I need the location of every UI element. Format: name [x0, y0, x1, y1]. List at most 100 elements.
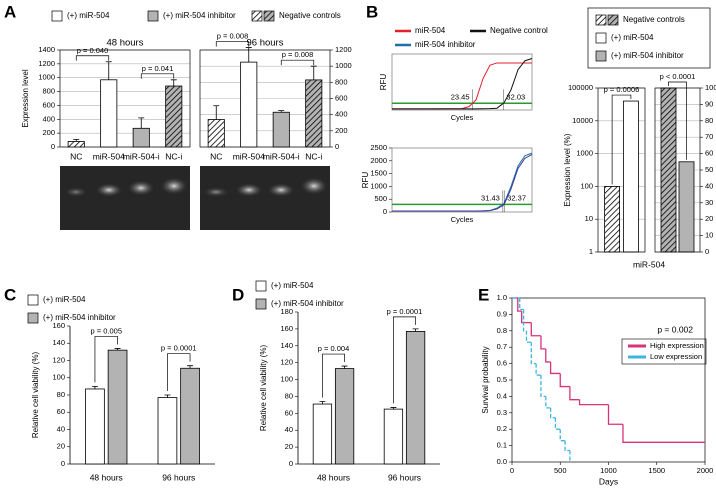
significance-bracket	[75, 55, 110, 61]
error-bar	[319, 401, 326, 405]
y-tick-label: 200	[335, 126, 348, 135]
survival-step	[525, 330, 532, 343]
amplification-curve	[392, 153, 533, 212]
significance-bracket	[140, 73, 175, 79]
y-axis-label: Expression level	[21, 69, 30, 127]
gel-image	[200, 166, 330, 230]
bar	[100, 79, 118, 148]
amplification-curve	[392, 58, 533, 110]
x-tick-label: 96 hours	[162, 472, 195, 482]
y-tick-label: 60	[285, 408, 293, 417]
x-tick-label: 48 hours	[317, 472, 350, 482]
y-tick-label: 1.0	[497, 293, 507, 302]
legend-swatch	[595, 14, 607, 26]
bar	[272, 111, 290, 148]
legend-swatch	[251, 10, 263, 22]
y-tick-label: 1200	[38, 59, 55, 68]
legend-swatch	[255, 280, 267, 292]
y-tick-label: 600	[42, 100, 55, 109]
survival-step	[545, 348, 551, 363]
y-tick-label: 0.9	[497, 309, 507, 318]
p-value: p = 0.0001	[161, 344, 197, 353]
bar	[383, 408, 404, 465]
y-tick-label: 60	[57, 407, 65, 416]
legend-swatch	[27, 294, 39, 306]
significance-bracket	[215, 41, 250, 47]
p-value: p = 0.008	[217, 32, 249, 41]
legend-label: (+) miR-504 inhibitor	[163, 11, 236, 20]
significance-bracket	[393, 316, 416, 404]
y-tick-label: 160	[52, 321, 65, 330]
p-value: p = 0.004	[318, 344, 350, 353]
legend-label: Low expression	[650, 352, 702, 361]
bar	[604, 185, 620, 253]
plot-frame	[654, 87, 701, 253]
y-tick-label: 0.6	[497, 359, 507, 368]
p-value: p < 0.0001	[660, 72, 696, 81]
y-tick-label: 0	[705, 247, 709, 256]
y-tick-label: 100	[280, 375, 293, 384]
legend-frame	[621, 338, 707, 365]
y-tick-label: 0.1	[497, 441, 507, 450]
y-tick-label: 0	[383, 207, 387, 216]
y-tick-label: 40	[285, 425, 293, 434]
y-tick-label: 100	[705, 83, 716, 92]
error-bar	[341, 365, 348, 369]
error-bar	[213, 105, 220, 120]
legend-swatch	[595, 32, 607, 44]
legend-label: (+) miR-504 inhibitor	[271, 299, 344, 308]
y-tick-label: 20	[285, 442, 293, 451]
panel-letter: A	[4, 2, 16, 21]
legend-label: (+) miR-504 inhibitor	[43, 313, 116, 322]
panel-letter: B	[366, 2, 378, 21]
x-tick-label: miR-504-i	[123, 151, 160, 161]
y-tick-label: 1000	[576, 149, 593, 158]
y-tick-label: 120	[280, 358, 293, 367]
x-tick-label: 500	[554, 466, 567, 475]
chart-title: 96 hours	[247, 38, 284, 49]
x-tick-label: NC	[210, 151, 222, 161]
survival-step	[622, 424, 705, 443]
y-tick-label: 500	[374, 194, 387, 203]
y-tick-label: 0.2	[497, 424, 507, 433]
x-axis-label: miR-504	[633, 259, 665, 269]
y-tick-label: 180	[280, 307, 293, 316]
y-tick-label: 1000	[370, 181, 387, 190]
x-tick-label: NC-i	[305, 151, 322, 161]
legend-swatch	[607, 14, 619, 26]
y-tick-label: 40	[705, 181, 713, 190]
y-tick-label: 80	[705, 116, 713, 125]
legend-label: miR-504 inhibitor	[415, 40, 476, 49]
significance-bracket	[322, 353, 345, 398]
y-tick-label: 200	[42, 128, 55, 137]
legend-label: Negative control	[490, 26, 548, 35]
survival-step	[540, 335, 546, 350]
legend-label: High expression	[650, 341, 704, 350]
bar	[107, 349, 128, 465]
y-axis-label: Relative cell viability (%)	[259, 345, 268, 432]
y-tick-label: 140	[52, 338, 65, 347]
x-tick-label: 96 hours	[388, 472, 421, 482]
panel-letter: C	[4, 285, 16, 304]
y-tick-label: 0	[335, 142, 339, 151]
y-tick-label: 0.8	[497, 326, 507, 335]
error-bar	[187, 365, 194, 369]
legend-label: (+) miR-504	[67, 11, 110, 20]
y-tick-label: 160	[280, 324, 293, 333]
y-tick-label: 0.7	[497, 342, 507, 351]
y-tick-label: 50	[705, 165, 713, 174]
error-bar	[310, 65, 317, 80]
legend-swatch	[595, 50, 607, 62]
legend-swatch	[27, 312, 39, 324]
gel-image	[60, 166, 190, 230]
y-axis-label: Relative cell viability (%)	[31, 352, 40, 439]
survival-step	[521, 311, 527, 324]
error-bar	[105, 61, 112, 80]
plot-frame	[59, 49, 191, 148]
legend-swatch	[147, 10, 159, 22]
significance-bracket	[668, 81, 687, 160]
survival-step	[535, 363, 541, 376]
plot-frame	[199, 49, 331, 148]
legend-label: Negative controls	[623, 15, 685, 24]
legend-label: (+) miR-504	[43, 295, 86, 304]
